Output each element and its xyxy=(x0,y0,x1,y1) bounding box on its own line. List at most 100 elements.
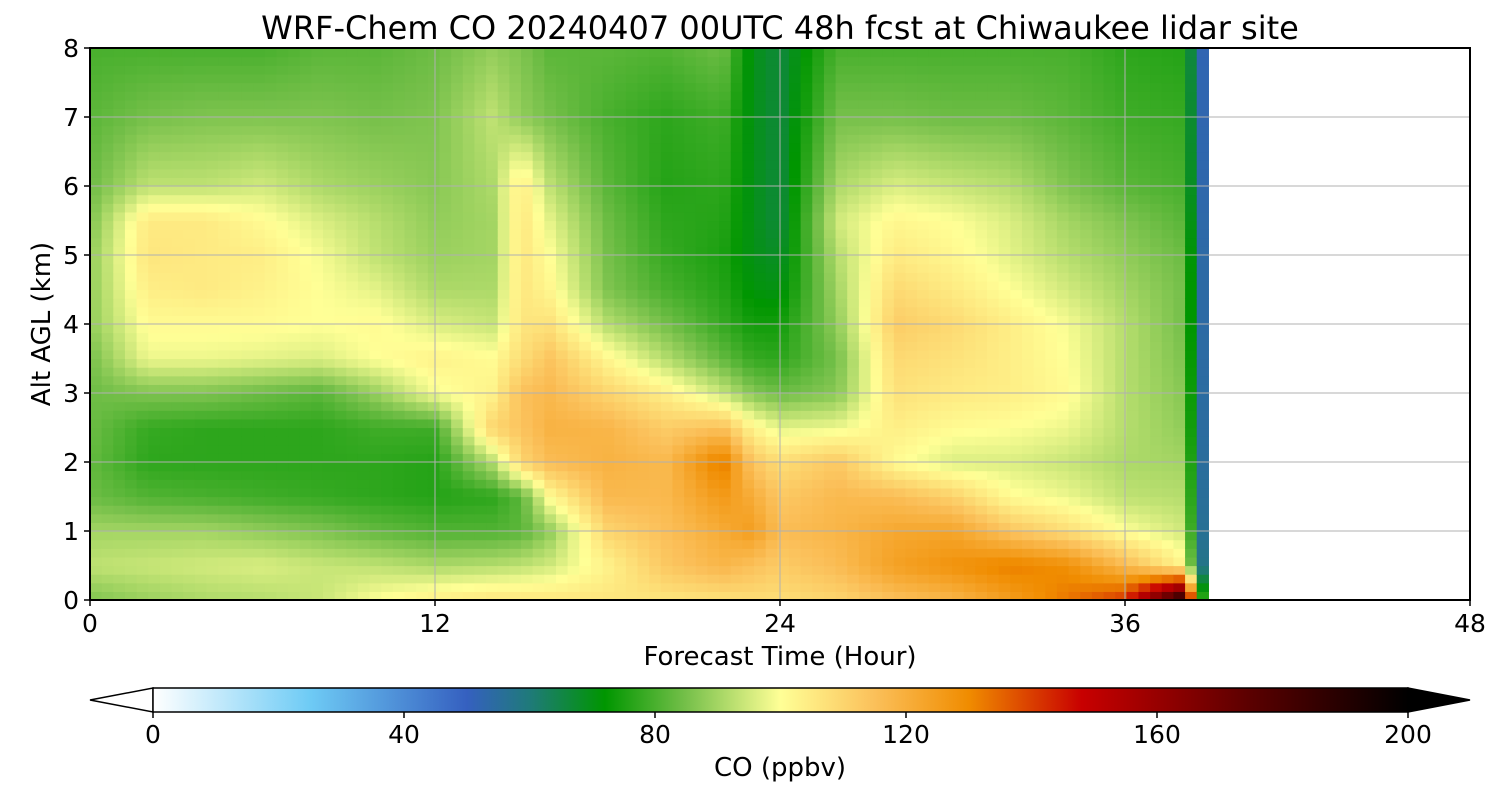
heatmap-cell xyxy=(474,177,487,187)
heatmap-cell xyxy=(532,125,545,135)
heatmap-cell xyxy=(357,168,371,178)
heatmap-cell xyxy=(113,418,126,429)
heatmap-cell xyxy=(229,134,243,144)
heatmap-cell xyxy=(765,117,778,127)
heatmap-cell xyxy=(823,160,837,170)
heatmap-cell xyxy=(660,263,674,273)
heatmap-cell xyxy=(555,582,569,592)
heatmap-cell xyxy=(276,332,289,342)
heatmap-cell xyxy=(590,289,604,299)
heatmap-cell xyxy=(171,315,184,325)
heatmap-cell xyxy=(357,470,371,480)
heatmap-cell xyxy=(171,531,184,541)
heatmap-cell xyxy=(544,556,557,567)
heatmap-cell xyxy=(253,194,266,204)
heatmap-cell xyxy=(241,315,254,325)
heatmap-cell xyxy=(555,410,569,420)
heatmap-cell xyxy=(730,332,743,342)
heatmap-cell xyxy=(90,418,103,429)
heatmap-cell xyxy=(486,82,499,92)
heatmap-cell xyxy=(427,220,441,230)
heatmap-cell xyxy=(486,375,499,385)
heatmap-cell xyxy=(416,289,429,299)
heatmap-cell xyxy=(754,332,767,342)
heatmap-cell xyxy=(218,289,231,299)
heatmap-cell xyxy=(707,427,720,437)
heatmap-cell xyxy=(602,349,615,360)
heatmap-cell xyxy=(264,556,277,567)
heatmap-cell xyxy=(555,367,569,377)
heatmap-cell xyxy=(381,168,394,178)
heatmap-cell xyxy=(148,99,161,109)
heatmap-cell xyxy=(928,436,942,446)
heatmap-cell xyxy=(835,48,848,58)
heatmap-cell xyxy=(532,410,545,420)
heatmap-cell xyxy=(427,565,441,575)
heatmap-cell xyxy=(695,496,709,506)
heatmap-cell xyxy=(858,220,872,230)
heatmap-cell xyxy=(264,358,277,368)
heatmap-cell xyxy=(742,487,755,498)
heatmap-cell xyxy=(975,479,988,489)
heatmap-cell xyxy=(870,160,883,170)
heatmap-cell xyxy=(346,168,359,178)
heatmap-cell xyxy=(206,194,219,204)
heatmap-cell xyxy=(532,487,545,498)
heatmap-cell xyxy=(672,436,685,446)
heatmap-cell xyxy=(579,470,592,480)
heatmap-cell xyxy=(206,582,219,592)
heatmap-cell xyxy=(124,289,138,299)
heatmap-cell xyxy=(544,487,557,498)
heatmap-cell xyxy=(788,255,802,265)
heatmap-cell xyxy=(590,73,604,84)
heatmap-cell xyxy=(229,384,243,394)
heatmap-cell xyxy=(579,427,592,437)
heatmap-cell xyxy=(579,99,592,109)
heatmap-cell xyxy=(672,237,685,247)
heatmap-cell xyxy=(963,324,976,334)
heatmap-cell xyxy=(905,186,918,196)
heatmap-cell xyxy=(812,315,825,325)
heatmap-cell xyxy=(823,255,837,265)
heatmap-cell xyxy=(672,367,685,377)
heatmap-cell xyxy=(742,168,755,178)
heatmap-cell xyxy=(719,375,732,385)
heatmap-cell xyxy=(625,496,639,506)
heatmap-cell xyxy=(218,315,231,325)
heatmap-cell xyxy=(590,513,604,523)
heatmap-cell xyxy=(870,99,883,109)
heatmap-cell xyxy=(579,272,592,282)
heatmap-cell xyxy=(113,401,126,411)
heatmap-cell xyxy=(404,117,417,127)
heatmap-cell xyxy=(660,315,674,325)
heatmap-cell xyxy=(940,65,953,75)
heatmap-cell xyxy=(497,349,510,360)
heatmap-cell xyxy=(649,341,662,351)
heatmap-cell xyxy=(206,332,219,342)
heatmap-cell xyxy=(544,186,557,196)
heatmap-cell xyxy=(486,237,499,247)
heatmap-cell xyxy=(684,99,697,109)
heatmap-cell xyxy=(672,246,685,256)
heatmap-cell xyxy=(754,65,767,75)
heatmap-cell xyxy=(229,108,243,118)
heatmap-cell xyxy=(427,453,441,463)
heatmap-cell xyxy=(334,65,347,75)
heatmap-cell xyxy=(264,160,277,170)
heatmap-cell xyxy=(928,56,942,66)
heatmap-cell xyxy=(451,125,464,135)
heatmap-cell xyxy=(847,367,860,377)
heatmap-cell xyxy=(322,134,336,144)
heatmap-cell xyxy=(707,324,720,334)
heatmap-cell xyxy=(486,444,499,454)
heatmap-cell xyxy=(730,531,743,541)
heatmap-cell xyxy=(136,272,149,282)
heatmap-cell xyxy=(171,65,184,75)
heatmap-cell xyxy=(882,151,895,161)
heatmap-cell xyxy=(963,289,976,299)
heatmap-cell xyxy=(614,548,627,558)
heatmap-cell xyxy=(369,505,382,515)
heatmap-cell xyxy=(462,479,476,489)
heatmap-cell xyxy=(649,453,662,463)
heatmap-cell xyxy=(602,367,615,377)
